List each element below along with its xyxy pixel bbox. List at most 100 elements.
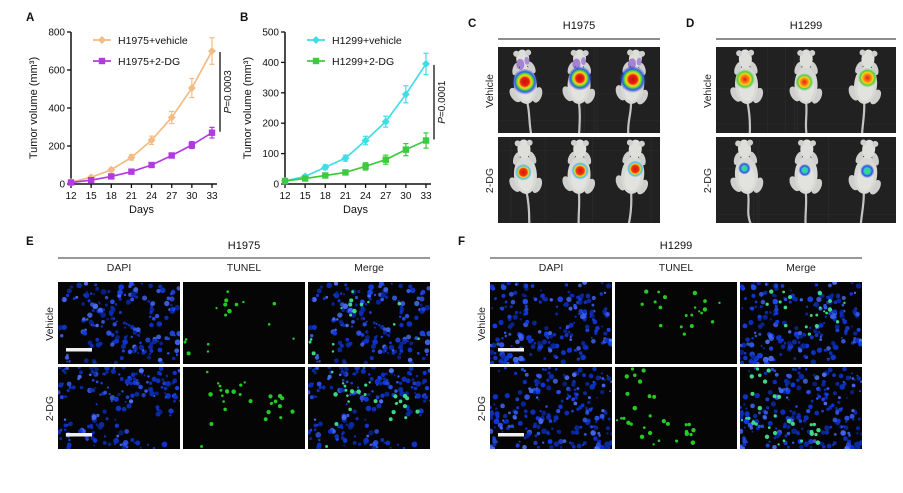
svg-text:21: 21 xyxy=(126,191,138,202)
panel-e-row-labels: Vehicle 2-DG xyxy=(42,283,58,450)
svg-text:400: 400 xyxy=(48,104,65,115)
micrograph-e-2-dg-merge xyxy=(308,367,430,449)
svg-text:33: 33 xyxy=(206,191,218,202)
panel-b-letter: B xyxy=(240,12,249,24)
legend-entry: H1299+vehicle xyxy=(332,35,402,47)
micrograph-e-vehicle-merge xyxy=(308,282,430,364)
svg-text:100: 100 xyxy=(262,149,279,160)
scale-bar xyxy=(66,348,92,352)
micrograph-f-vehicle-merge xyxy=(740,282,862,364)
panel-f-row-labels: Vehicle 2-DG xyxy=(474,283,490,450)
panel-c-title: H1975 xyxy=(562,20,596,32)
micrograph-f-vehicle-dapi xyxy=(490,282,612,364)
scale-bar xyxy=(66,433,92,437)
panel-b: B 0 100 200 300 400 500 12 15 18 21 24 27 30 33 Days Tu… xyxy=(240,6,458,230)
micrograph-f-2-dg-dapi xyxy=(490,367,612,449)
panel-e: E Vehicle 2-DG H1975 DAPI TUNEL Merge xyxy=(26,234,430,450)
micrograph-e-vehicle-tunel xyxy=(183,282,305,364)
panel-f: F Vehicle 2-DG H1299 DAPI TUNEL Merge xyxy=(458,234,862,450)
row-label-vehicle: Vehicle xyxy=(484,74,496,108)
svg-text:300: 300 xyxy=(262,88,279,99)
panel-f-column-headers: DAPI TUNEL Merge xyxy=(490,262,862,277)
legend-entry: H1975+vehicle xyxy=(118,35,188,47)
col-header-tunel: TUNEL xyxy=(658,262,694,274)
panel-a-letter: A xyxy=(26,12,35,24)
svg-text:0: 0 xyxy=(273,180,279,191)
svg-text:27: 27 xyxy=(166,191,178,202)
col-header-merge: Merge xyxy=(786,262,816,274)
mice-image-c-vehicle xyxy=(498,46,660,133)
row-label-2dg: 2-DG xyxy=(702,168,714,194)
scale-bar xyxy=(498,348,524,352)
legend-entry: H1975+2-DG xyxy=(118,56,180,68)
p-value: P=0.0003 xyxy=(223,70,234,114)
row-label-vehicle: Vehicle xyxy=(702,74,714,108)
mice-image-d-vehicle xyxy=(716,46,896,133)
svg-text:400: 400 xyxy=(262,58,279,69)
svg-text:21: 21 xyxy=(340,191,352,202)
svg-text:0: 0 xyxy=(59,180,65,191)
panel-d-rule xyxy=(716,38,896,40)
svg-text:600: 600 xyxy=(48,66,65,77)
panel-d-row-labels: Vehicle 2-DG xyxy=(700,48,716,224)
panel-e-title: H1975 xyxy=(227,240,261,252)
scale-bar xyxy=(498,433,524,437)
tumor-volume-chart-h1975: 0 200 400 600 800 12 15 18 21 24 27 30 33 Days Tumor v… xyxy=(26,6,244,230)
svg-text:24: 24 xyxy=(146,191,158,202)
svg-text:18: 18 xyxy=(320,191,332,202)
chart-svg-b: 0 100 200 300 400 500 12 15 18 21 24 27 30 33 Days Tumo… xyxy=(242,28,448,217)
panel-d-letter: D xyxy=(686,18,695,30)
mice-image-c-2-dg xyxy=(498,136,660,223)
tumor-volume-chart-h1299: 0 100 200 300 400 500 12 15 18 21 24 27 30 33 Days Tumo… xyxy=(240,6,458,230)
svg-text:27: 27 xyxy=(380,191,392,202)
svg-text:Days: Days xyxy=(343,204,369,216)
panel-c-row-labels: Vehicle 2-DG xyxy=(482,48,498,224)
panel-c-letter: C xyxy=(468,18,477,30)
micrograph-e-vehicle-dapi xyxy=(58,282,180,364)
panel-f-letter: F xyxy=(458,236,466,248)
svg-text:200: 200 xyxy=(48,142,65,153)
micrograph-e-2-dg-dapi xyxy=(58,367,180,449)
panel-e-column-headers: DAPI TUNEL Merge xyxy=(58,262,430,277)
row-label-2dg: 2-DG xyxy=(476,396,488,422)
panel-c-rule xyxy=(498,38,660,40)
y-axis-label: Tumor volume (mm³) xyxy=(28,57,40,159)
mice-image-d-2-dg xyxy=(716,136,896,223)
panel-c: C Vehicle 2-DG H1975 xyxy=(468,12,660,224)
svg-text:30: 30 xyxy=(186,191,198,202)
svg-text:12: 12 xyxy=(279,191,291,202)
svg-text:Days: Days xyxy=(129,204,155,216)
svg-text:33: 33 xyxy=(420,191,432,202)
legend-entry: H1299+2-DG xyxy=(332,56,394,68)
panel-e-rule xyxy=(58,257,430,259)
svg-text:200: 200 xyxy=(262,119,279,130)
svg-text:500: 500 xyxy=(262,28,279,39)
svg-text:800: 800 xyxy=(48,28,65,39)
svg-text:15: 15 xyxy=(300,191,312,202)
col-header-merge: Merge xyxy=(354,262,384,274)
svg-text:24: 24 xyxy=(360,191,372,202)
col-header-dapi: DAPI xyxy=(106,262,132,274)
micrograph-e-2-dg-tunel xyxy=(183,367,305,449)
svg-text:15: 15 xyxy=(86,191,98,202)
row-label-2dg: 2-DG xyxy=(44,396,56,422)
panel-d: D Vehicle 2-DG H1299 xyxy=(686,12,896,224)
y-axis-label: Tumor volume (mm³) xyxy=(242,57,254,159)
svg-text:30: 30 xyxy=(400,191,412,202)
col-header-dapi: DAPI xyxy=(538,262,564,274)
svg-text:18: 18 xyxy=(106,191,118,202)
panel-f-rule xyxy=(490,257,862,259)
row-label-2dg: 2-DG xyxy=(484,168,496,194)
micrograph-f-2-dg-merge xyxy=(740,367,862,449)
panel-f-title: H1299 xyxy=(659,240,693,252)
chart-svg-a: 0 200 400 600 800 12 15 18 21 24 27 30 33 Days Tumor v… xyxy=(28,28,234,217)
row-label-vehicle: Vehicle xyxy=(44,307,56,341)
panel-e-letter: E xyxy=(26,236,34,248)
svg-text:12: 12 xyxy=(65,191,77,202)
panel-d-title: H1299 xyxy=(789,20,823,32)
micrograph-f-vehicle-tunel xyxy=(615,282,737,364)
col-header-tunel: TUNEL xyxy=(226,262,262,274)
panel-a: A 0 200 400 600 800 12 15 18 21 24 27 30 33 Days Tumor… xyxy=(26,6,244,230)
row-label-vehicle: Vehicle xyxy=(476,307,488,341)
